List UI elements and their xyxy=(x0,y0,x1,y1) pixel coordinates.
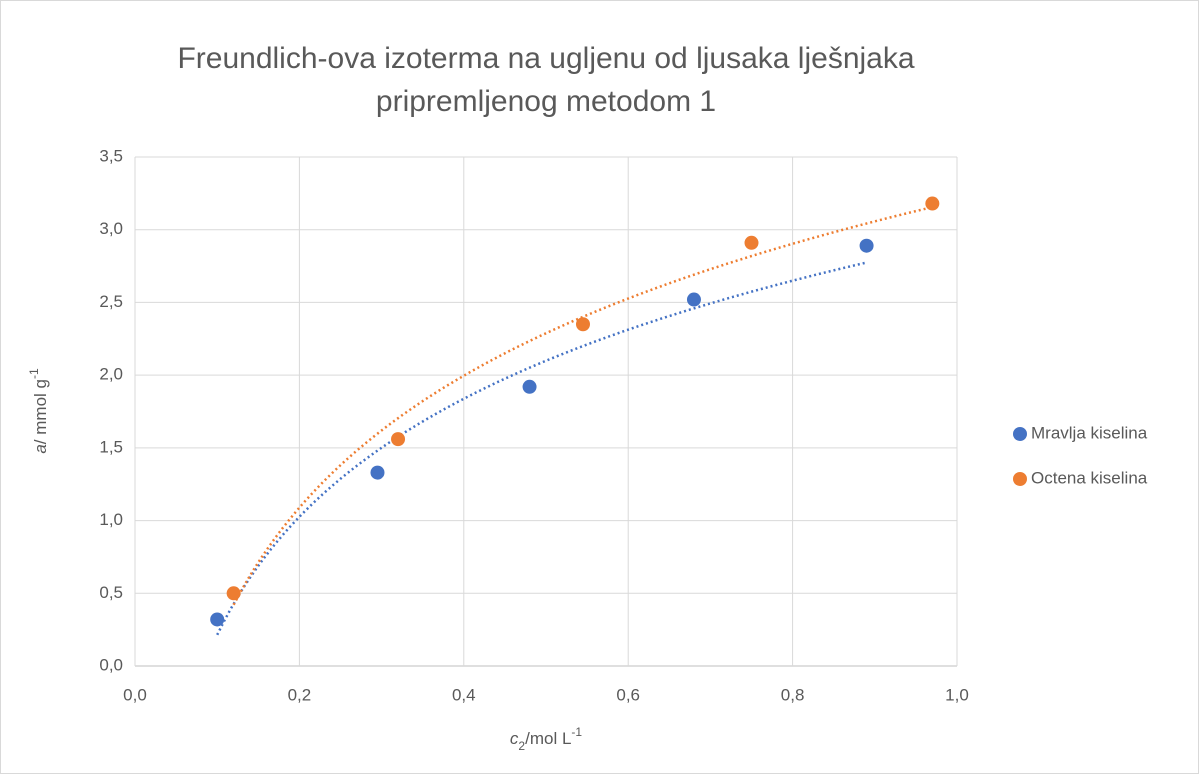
y-tick-label: 1,5 xyxy=(99,437,123,456)
x-axis-label-part: 2 xyxy=(518,739,525,753)
x-axis-label-part: -1 xyxy=(571,725,582,739)
y-tick-label: 1,0 xyxy=(99,510,123,529)
y-tick-label: 0,5 xyxy=(99,583,123,602)
x-tick-label: 0,6 xyxy=(616,685,640,704)
y-axis-label-part: -1 xyxy=(27,368,41,379)
x-tick-label: 0,0 xyxy=(123,685,147,704)
trendline xyxy=(216,261,867,636)
point xyxy=(859,238,874,253)
x-axis-label-part: /mol L xyxy=(525,729,571,748)
x-axis-label-part: c xyxy=(510,729,519,748)
point xyxy=(686,292,701,307)
y-tick-label: 0,0 xyxy=(99,655,123,674)
point xyxy=(744,235,759,250)
y-tick-label: 3,0 xyxy=(99,219,123,238)
point xyxy=(226,586,241,601)
legend-label: Octena kiselina xyxy=(1031,468,1148,487)
point xyxy=(210,612,225,627)
point xyxy=(391,432,406,447)
legend-marker xyxy=(1013,427,1027,441)
y-tick-label: 2,5 xyxy=(99,292,123,311)
y-axis-label-part: / mmol g xyxy=(31,379,50,444)
legend-marker xyxy=(1013,472,1027,486)
chart-title: pripremljenog metodom 1 xyxy=(376,85,716,118)
x-tick-label: 0,8 xyxy=(781,685,805,704)
y-axis-label-part: a xyxy=(31,444,50,453)
y-axis-label: a/ mmol g-1 xyxy=(27,368,50,454)
x-tick-label: 0,4 xyxy=(452,685,476,704)
legend-label: Mravlja kiselina xyxy=(1031,423,1148,442)
point xyxy=(575,317,590,332)
point xyxy=(370,465,385,480)
point xyxy=(522,379,537,394)
x-tick-label: 0,2 xyxy=(288,685,312,704)
y-tick-label: 3,5 xyxy=(99,146,123,165)
chart-title: Freundlich-ova izoterma na ugljenu od lj… xyxy=(177,42,914,75)
y-tick-label: 2,0 xyxy=(99,365,123,384)
x-axis-label: c2/mol L-1 xyxy=(510,725,582,753)
x-tick-label: 1,0 xyxy=(945,685,969,704)
point xyxy=(925,196,940,211)
